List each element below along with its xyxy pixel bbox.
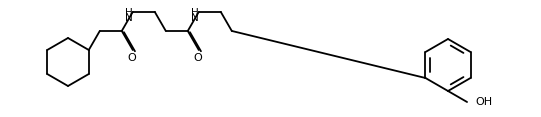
Text: O: O <box>194 53 202 63</box>
Text: N: N <box>126 13 133 23</box>
Text: O: O <box>128 53 136 63</box>
Text: H: H <box>126 8 133 18</box>
Text: H: H <box>192 8 199 18</box>
Text: OH: OH <box>475 97 492 107</box>
Text: N: N <box>192 13 199 23</box>
